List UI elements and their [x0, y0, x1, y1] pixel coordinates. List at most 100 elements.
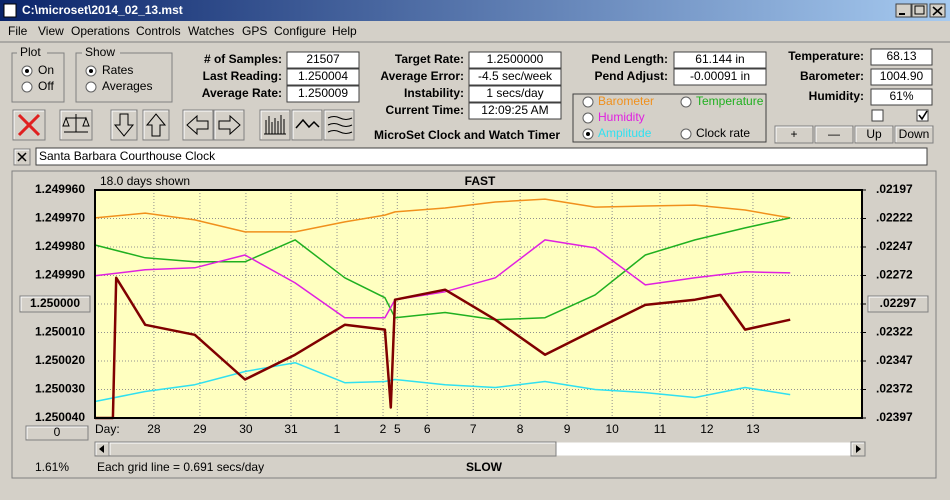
slow-label: SLOW [466, 460, 503, 474]
scroll-thumb-highlight [109, 442, 555, 455]
y-tick-label: 1.249980 [35, 239, 85, 253]
field-value: 21507 [306, 52, 340, 66]
series-line [95, 276, 791, 420]
right-button-highlight [214, 110, 243, 139]
field-label: Last Reading: [203, 69, 282, 83]
x-tick-label: 29 [193, 422, 207, 436]
scroll-left-glyph [99, 445, 104, 453]
legend-label[interactable]: Amplitude [598, 126, 652, 140]
menu-item[interactable]: Operations [71, 24, 130, 38]
field-box [870, 88, 933, 106]
adjust-button[interactable] [854, 125, 894, 144]
adjust-button-highlight [895, 126, 932, 142]
radio-dot [586, 132, 590, 136]
radio-dot [25, 69, 29, 73]
down-glyph [113, 113, 135, 137]
window-controls[interactable] [895, 3, 946, 18]
close-glyph [932, 6, 943, 16]
radio-label[interactable]: Off [38, 79, 54, 93]
adjust-button[interactable] [814, 125, 854, 144]
clear-glyph [17, 113, 41, 137]
radio-label[interactable]: On [38, 63, 54, 77]
x-tick-label: 30 [239, 422, 253, 436]
offset-button[interactable] [25, 425, 89, 441]
group-title-bg [82, 46, 120, 58]
x-tick-label: 7 [470, 422, 477, 436]
field-box [286, 85, 360, 103]
menu-item[interactable]: Configure [274, 24, 326, 38]
window-title: C:\microset\2014_02_13.mst [22, 3, 183, 17]
button-label[interactable]: + [790, 127, 797, 141]
zero-y2-button[interactable] [867, 295, 929, 313]
button-label[interactable]: Down [899, 127, 930, 141]
fast-label: FAST [465, 174, 496, 188]
field-value: 61.144 in [695, 52, 744, 66]
field-box [468, 85, 562, 103]
menu-item[interactable]: Controls [136, 24, 181, 38]
scroll-thumb[interactable] [108, 441, 557, 457]
y2-tick-label: .02297 [880, 296, 917, 310]
clock-name-box [35, 147, 928, 166]
field-value: -4.5 sec/week [478, 69, 553, 83]
menu-item[interactable]: File [8, 24, 28, 38]
radio-button[interactable] [582, 96, 594, 108]
field-label: Pend Adjust: [594, 69, 668, 83]
legend-label[interactable]: Clock rate [696, 126, 750, 140]
x-tick-label: 8 [517, 422, 524, 436]
radio-button[interactable] [21, 81, 33, 93]
zero-rate-button[interactable] [19, 295, 91, 313]
legend-label[interactable]: Barometer [598, 94, 654, 108]
y-tick-label: 1.250030 [35, 382, 85, 396]
menu-item[interactable]: Help [332, 24, 357, 38]
button-label[interactable]: — [828, 127, 840, 141]
group-title-bg [17, 46, 47, 58]
minimize-button[interactable] [895, 3, 912, 18]
radio-button[interactable] [582, 112, 594, 124]
field-value: 1.250009 [298, 86, 348, 100]
radio-label[interactable]: Averages [102, 79, 152, 93]
group-title: Show [85, 45, 115, 59]
menu-item[interactable]: View [38, 24, 64, 38]
field-value: 1 secs/day [486, 86, 543, 100]
menu-item[interactable]: Watches [188, 24, 234, 38]
x-tick-label: 6 [424, 422, 431, 436]
clear-button-highlight [13, 110, 44, 139]
multi-line-glyph [327, 116, 353, 134]
adjust-button[interactable] [894, 125, 934, 144]
radio-button[interactable] [680, 96, 692, 108]
legend-label[interactable]: Humidity [598, 110, 645, 124]
button-label[interactable]: Up [866, 127, 882, 141]
series-line [94, 198, 791, 233]
y2-tick-label: .02272 [876, 268, 913, 282]
sensor-panel [572, 93, 767, 143]
zero-rate-button-highlight [20, 296, 89, 311]
group-title: Plot [20, 45, 41, 59]
field-value: 1004.90 [880, 69, 924, 83]
radio-label[interactable]: Rates [102, 63, 133, 77]
field-box [286, 51, 360, 69]
radio-button[interactable] [85, 81, 97, 93]
adjust-button-highlight [815, 126, 852, 142]
field-box [673, 51, 767, 69]
x-axis-label: Day: [95, 422, 120, 436]
scroll-position: 1.61% [35, 460, 69, 474]
field-label: Barometer: [800, 69, 864, 83]
remove-glyph [17, 152, 27, 162]
right-glyph [218, 114, 241, 136]
down-button-highlight [111, 110, 136, 139]
y-tick-label: 1.250040 [35, 410, 85, 424]
bars-button-highlight [260, 110, 289, 139]
legend-label[interactable]: Temperature [696, 94, 764, 108]
menu-item[interactable]: GPS [242, 24, 267, 38]
adjust-button[interactable] [774, 125, 814, 144]
field-value: 1.2500000 [487, 52, 544, 66]
app-icon [3, 3, 17, 18]
radio-button[interactable] [680, 128, 692, 140]
y2-tick-label: .02347 [876, 353, 913, 367]
maximize-glyph [914, 5, 925, 15]
field-value: 68.13 [886, 49, 916, 63]
line-button-highlight [292, 110, 321, 139]
y2-tick-label: .02247 [876, 239, 913, 253]
field-label: Instability: [404, 86, 464, 100]
checkbox [916, 109, 929, 122]
